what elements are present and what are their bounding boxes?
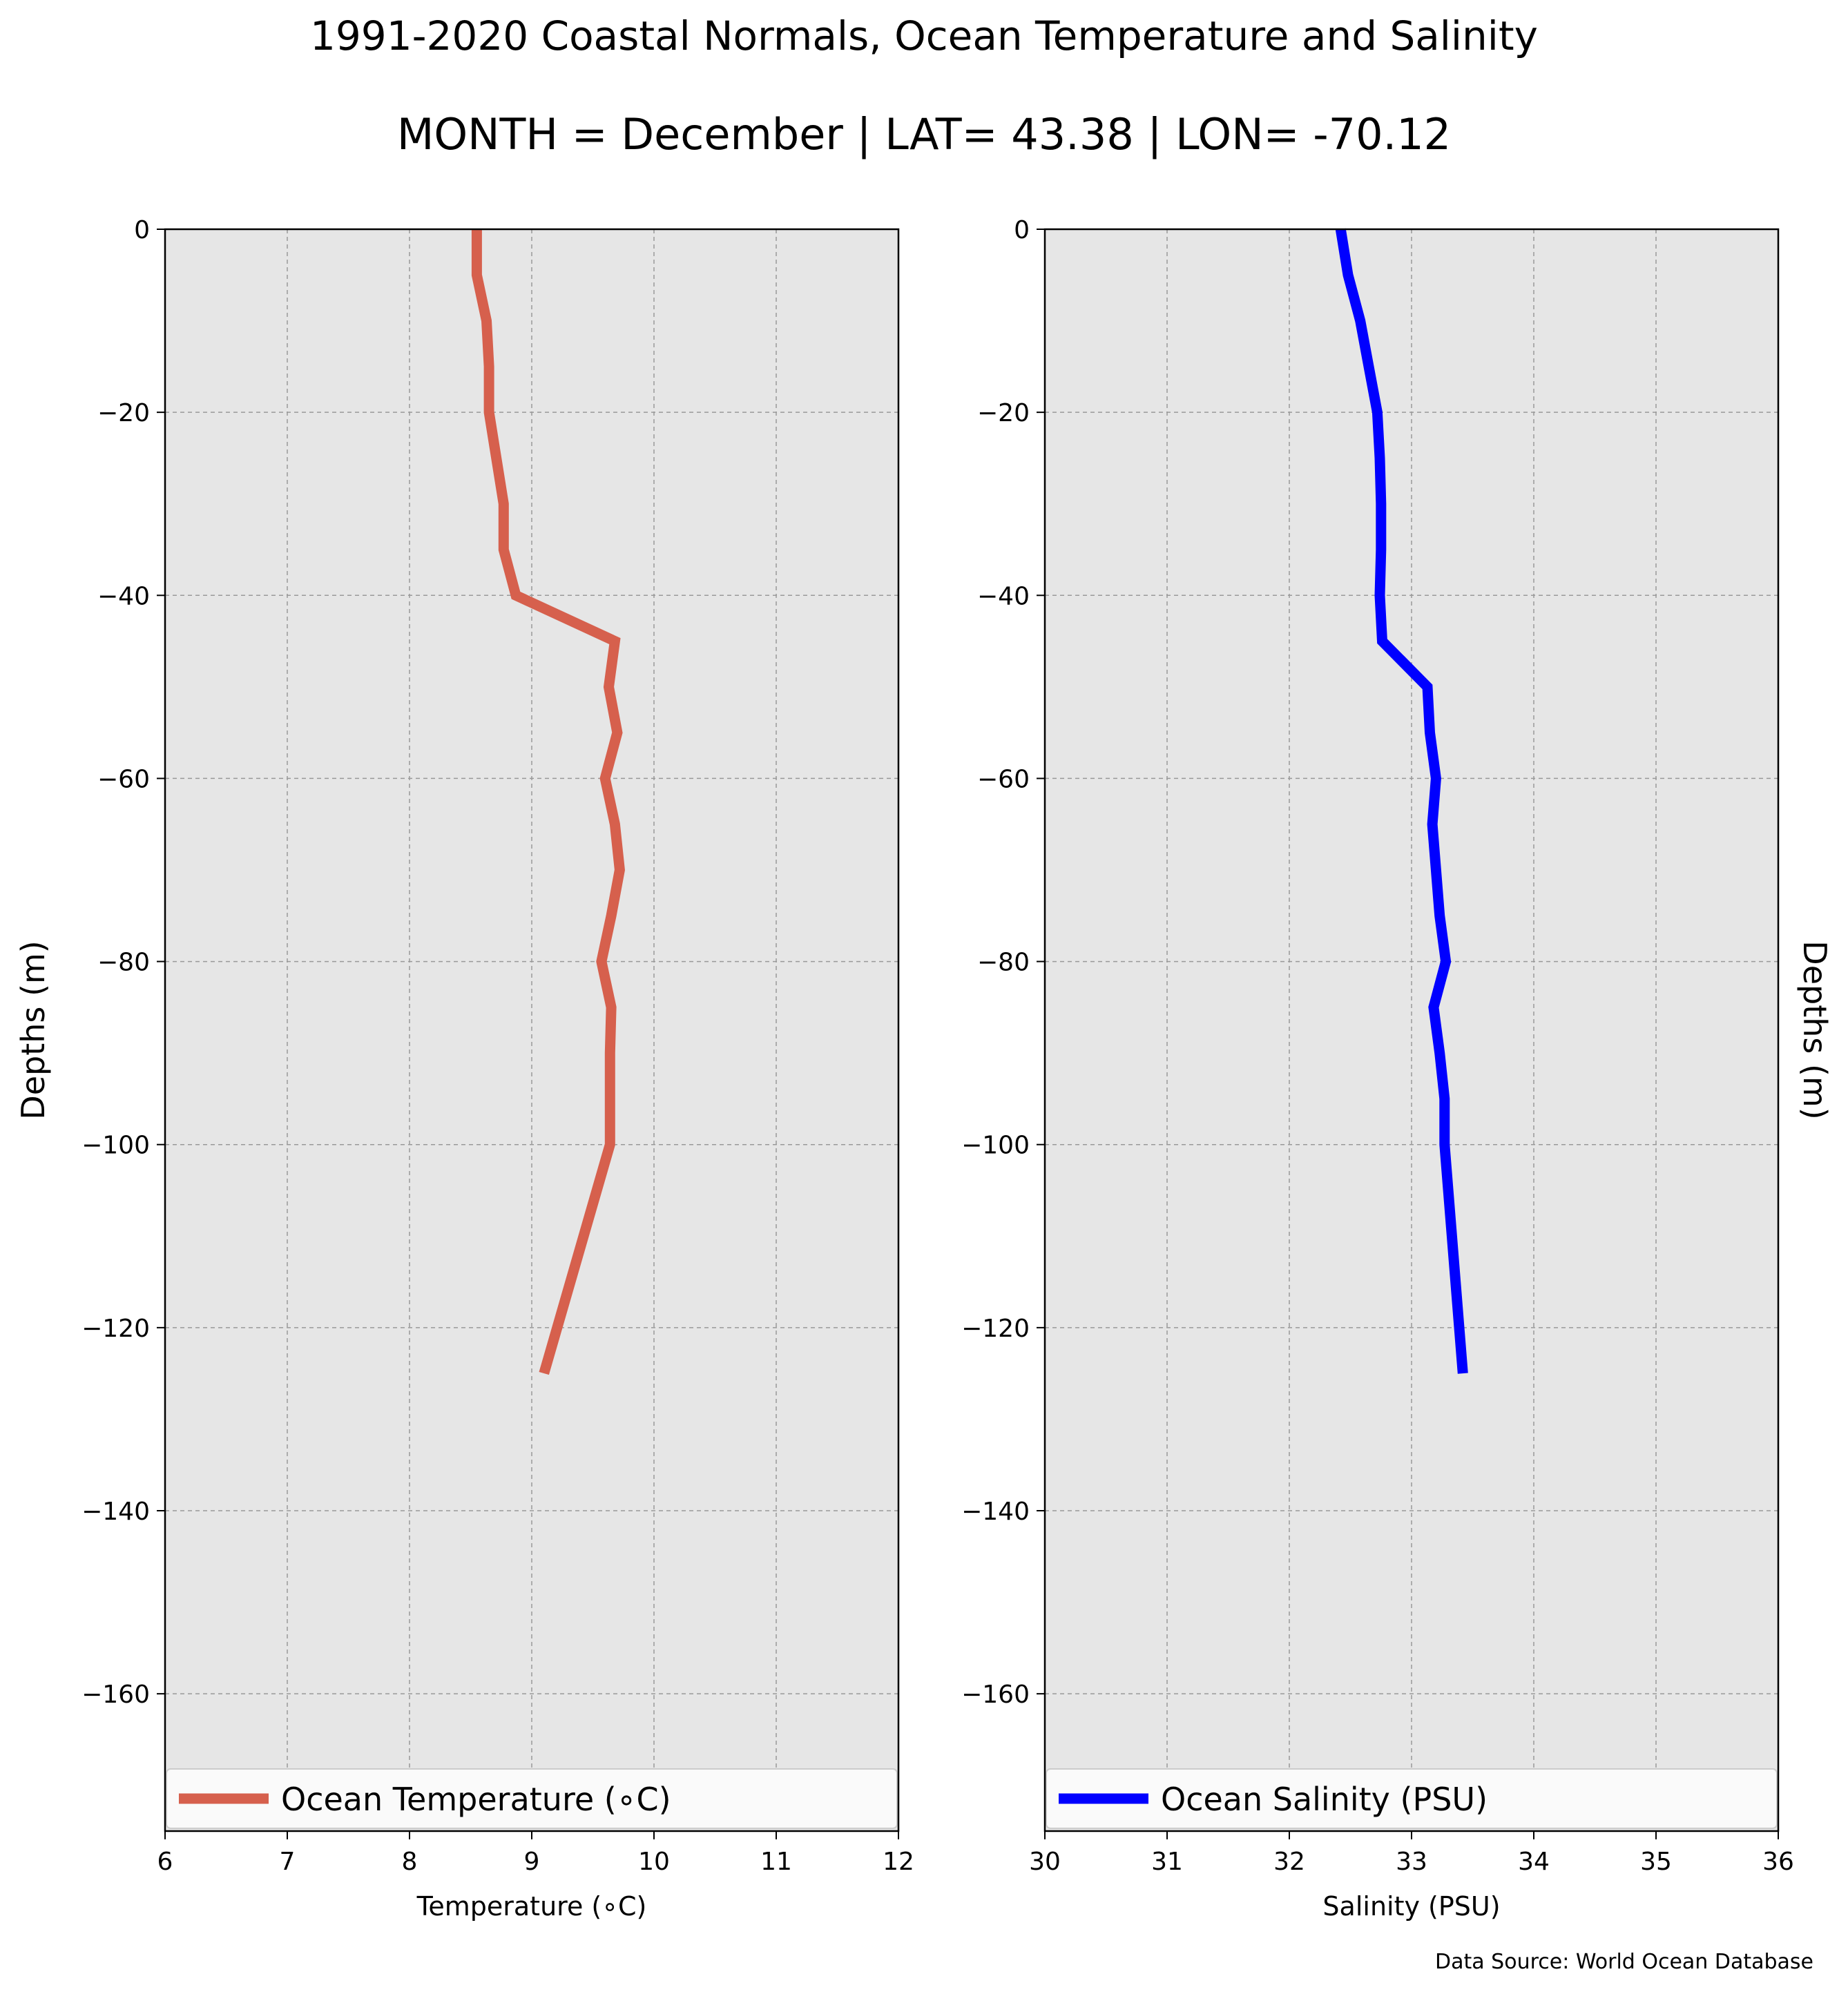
- x-tick-label: 12: [883, 1848, 914, 1876]
- series-line: [1335, 228, 1468, 1374]
- y-tick-label: −80: [977, 949, 1030, 977]
- x-tick-label: 7: [280, 1848, 296, 1876]
- y-tick-label: −20: [97, 399, 150, 427]
- data-source-note: Data Source: World Ocean Database: [1435, 1950, 1813, 1974]
- x-tick-label: 6: [157, 1848, 173, 1876]
- x-axis-label: Salinity (PSU): [1322, 1891, 1500, 1922]
- y-axis-label: Depths (m): [15, 940, 52, 1119]
- y-tick-label: 0: [1014, 216, 1030, 244]
- y-tick-label: −40: [97, 582, 150, 610]
- chart-panel-2: Ocean Salinity (PSU) 30 31 32 33 34 35 36 0 −20 −4…: [961, 216, 1833, 1922]
- x-tick-label: 33: [1396, 1848, 1427, 1876]
- x-tick-label: 9: [524, 1848, 540, 1876]
- legend-box: [1046, 1768, 1778, 1829]
- series-line: [471, 229, 625, 1375]
- chart-panel-1: Ocean Temperature (∘C) 6 7 8 9 10 11 12 0 −20 −40 −…: [15, 216, 914, 1922]
- chart-subtitle: MONTH = December | LAT= 43.38 | LON= -70…: [396, 109, 1452, 159]
- legend-label: Ocean Temperature (∘C): [281, 1781, 671, 1818]
- y-tick-label: −40: [977, 582, 1030, 610]
- y-axis-label: Depths (m): [1796, 940, 1833, 1119]
- y-tick-label: −60: [97, 765, 150, 793]
- x-tick-label: 34: [1518, 1848, 1550, 1876]
- legend-box: [166, 1768, 898, 1829]
- y-tick-label: −160: [81, 1681, 150, 1709]
- x-tick-label: 8: [402, 1848, 418, 1876]
- y-tick-label: −80: [97, 949, 150, 977]
- y-tick-label: −160: [961, 1681, 1030, 1709]
- legend-label: Ocean Salinity (PSU): [1161, 1781, 1488, 1818]
- y-tick-label: −100: [961, 1132, 1030, 1160]
- y-tick-label: −60: [977, 765, 1030, 793]
- x-tick-label: 32: [1273, 1848, 1305, 1876]
- y-tick-label: −20: [977, 399, 1030, 427]
- y-tick-label: −120: [961, 1315, 1030, 1343]
- x-tick-label: 36: [1762, 1848, 1794, 1876]
- x-axis-label: Temperature (∘C): [416, 1891, 647, 1922]
- x-tick-label: 35: [1640, 1848, 1672, 1876]
- y-tick-label: −140: [961, 1498, 1030, 1526]
- y-tick-label: −100: [81, 1132, 150, 1160]
- x-tick-label: 31: [1151, 1848, 1183, 1876]
- x-tick-label: 10: [638, 1848, 670, 1876]
- y-tick-label: 0: [134, 216, 150, 244]
- chart-title: 1991-2020 Coastal Normals, Ocean Tempera…: [310, 12, 1538, 59]
- y-tick-label: −140: [81, 1498, 150, 1526]
- x-tick-label: 11: [760, 1848, 792, 1876]
- y-tick-label: −120: [81, 1315, 150, 1343]
- x-tick-label: 30: [1029, 1848, 1061, 1876]
